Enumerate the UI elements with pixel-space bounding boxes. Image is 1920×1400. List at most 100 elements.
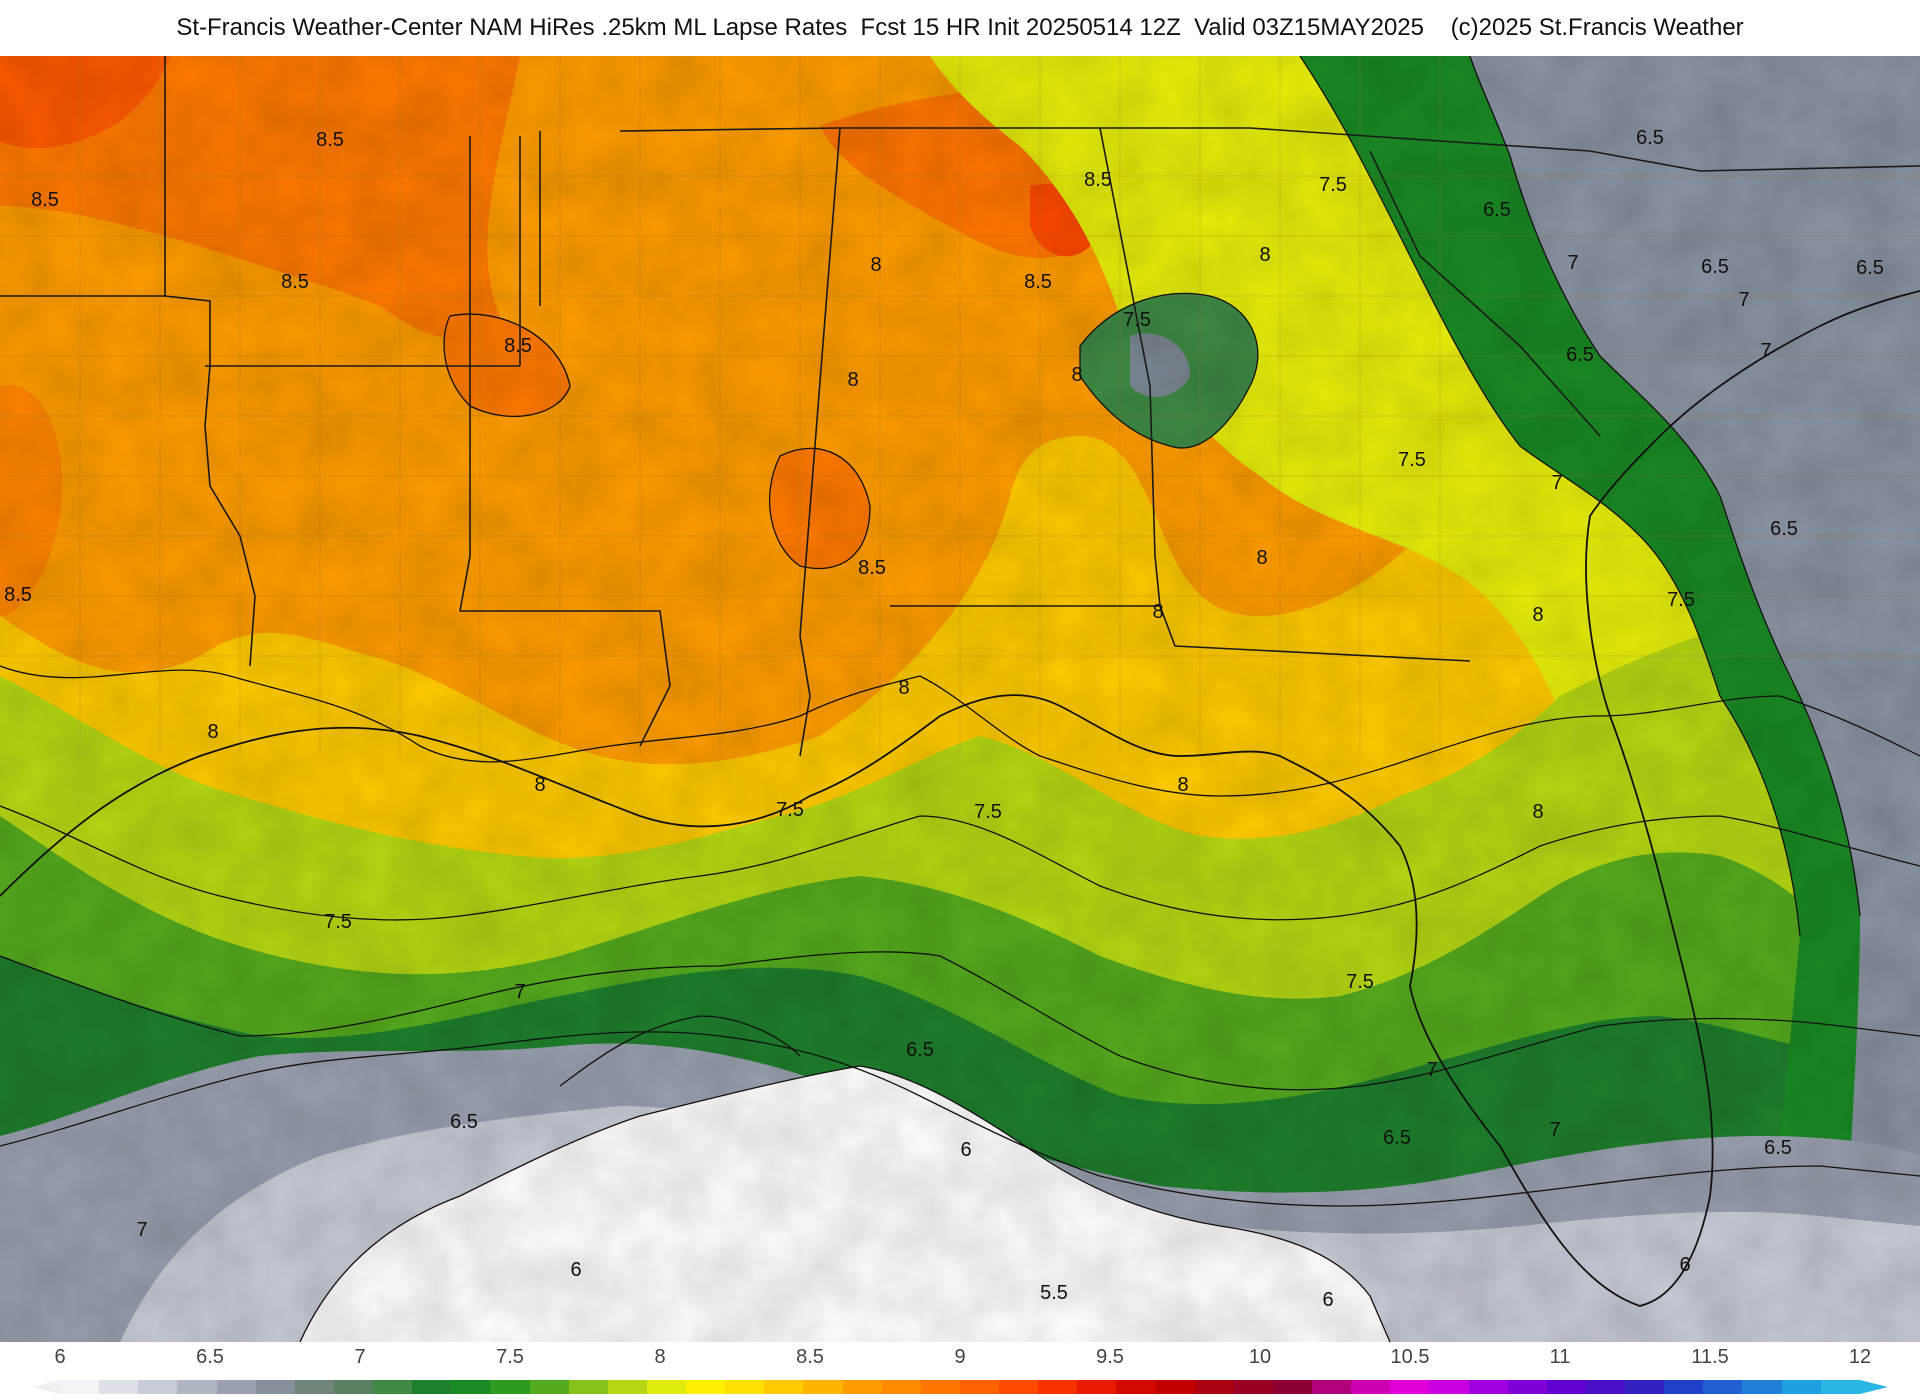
colorbar-swatch: [803, 1380, 843, 1394]
colorbar-swatch: [959, 1380, 999, 1394]
colorbar-swatch: [1312, 1380, 1352, 1394]
contour-label: 8: [1071, 364, 1082, 386]
contour-label: 8.5: [316, 129, 344, 151]
contour-label: 7: [1738, 289, 1749, 311]
contour-label: 8: [1532, 604, 1543, 626]
contour-label: 8.5: [858, 557, 886, 579]
county-lines: [0, 56, 1920, 756]
contour-label: 7: [1549, 1119, 1560, 1141]
colorbar-swatch: [1155, 1380, 1195, 1394]
colorbar-swatch: [568, 1380, 608, 1394]
contour-label: 8: [1152, 601, 1163, 623]
contour-label: 7: [1551, 472, 1562, 494]
colorbar-swatch: [177, 1380, 217, 1394]
contour-label: 7.5: [1667, 589, 1695, 611]
colorbar-swatch: [764, 1380, 804, 1394]
contour-label: 8: [898, 677, 909, 699]
contour-label: 7: [1567, 252, 1578, 274]
colorbar-swatch: [842, 1380, 882, 1394]
colorbar-swatch: [1233, 1380, 1273, 1394]
colorbar-tick-label: 10: [1248, 1346, 1272, 1368]
colorbar-left-arrow: [32, 1380, 60, 1394]
contour-label: 8: [847, 369, 858, 391]
colorbar-tick-label: 8: [654, 1346, 666, 1368]
contour-label: 7: [1426, 1059, 1437, 1081]
colorbar-swatch: [920, 1380, 960, 1394]
contour-label: 7.5: [1123, 309, 1151, 331]
contour-label: 6.5: [1770, 518, 1798, 540]
colorbar-swatch: [646, 1380, 686, 1394]
contour-lines: [0, 56, 1920, 1342]
contour-label: 7.5: [1346, 971, 1374, 993]
colorbar-swatch: [1429, 1380, 1469, 1394]
contour-label: 7.5: [974, 801, 1002, 823]
contour-labels: 8.5 8.5 8.5 8.5 8.5 8.5 8.5 8.5 8 8 8 8 8 8 8 8 8 8 8 8 7.5 7…: [4, 127, 1884, 1311]
contour-label: 8.5: [281, 271, 309, 293]
colorbar-tick-label: 9: [954, 1346, 966, 1368]
contour-70: [0, 951, 1920, 1091]
colorbar-swatch: [1507, 1380, 1547, 1394]
colorbar-swatch: [255, 1380, 295, 1394]
contour-85-central: [559, 1015, 801, 1087]
colorbar-swatch: [881, 1380, 921, 1394]
colorbar-swatch: [1820, 1380, 1860, 1394]
colorbar-tick-label: 9.5: [1096, 1346, 1124, 1368]
colorbar-swatch: [1585, 1380, 1625, 1394]
colorbar-swatch: [1077, 1380, 1117, 1394]
contour-label: 6.5: [1764, 1137, 1792, 1159]
contour-label: 7.5: [1319, 174, 1347, 196]
contour-east-70: [1299, 56, 1801, 937]
contour-label: 7: [514, 981, 525, 1003]
contour-label: 8.5: [1024, 271, 1052, 293]
contour-label: 7: [1760, 340, 1771, 362]
contour-label: 8.5: [4, 584, 32, 606]
colorbar-swatch: [373, 1380, 413, 1394]
contour-label: 7.5: [776, 799, 804, 821]
contour-label: 8.5: [1084, 169, 1112, 191]
contour-label: 6: [1679, 1254, 1690, 1276]
colorbar-swatch: [529, 1380, 569, 1394]
contour-label: 6.5: [1636, 127, 1664, 149]
contour-60: [299, 1065, 1391, 1342]
contour-label: 6: [960, 1139, 971, 1161]
colorbar-tick-label: 12: [1848, 1346, 1872, 1368]
coastline: [0, 290, 1920, 1307]
colorbar-swatch: [1781, 1380, 1821, 1394]
colorbar-swatch: [1625, 1380, 1665, 1394]
colorbar-swatch: [999, 1380, 1039, 1394]
contour-label: 6: [570, 1259, 581, 1281]
colorbar-tick-label: 7: [354, 1346, 366, 1368]
state-borders: [0, 56, 1920, 757]
colorbar-swatch: [1390, 1380, 1430, 1394]
colorbar-swatch: [333, 1380, 373, 1394]
contour-label: 8: [534, 774, 545, 796]
colorbar-swatch: [1038, 1380, 1078, 1394]
colorbar-swatch: [138, 1380, 178, 1394]
colorbar-swatch: [1664, 1380, 1704, 1394]
colorbar-swatch: [725, 1380, 765, 1394]
colorbar-tick-label: 6: [54, 1346, 66, 1368]
colorbar-right-arrow: [1860, 1380, 1888, 1394]
contour-75: [0, 805, 1920, 921]
field-texture: [0, 56, 1920, 1342]
colorbar-swatch: [1742, 1380, 1782, 1394]
colorbar-swatch: [1546, 1380, 1586, 1394]
contour-label: 8: [1259, 244, 1270, 266]
weather-map: 8.5 8.5 8.5 8.5 8.5 8.5 8.5 8.5 8 8 8 8 8 8 8 8 8 8 8 8 7.5 7…: [0, 56, 1920, 1344]
contour-label: 8: [870, 254, 881, 276]
contour-label: 6.5: [450, 1111, 478, 1133]
colorbar-tick-label: 8.5: [796, 1346, 824, 1368]
colorbar-swatch: [294, 1380, 334, 1394]
contour-label: 8.5: [504, 335, 532, 357]
contour-label: 8: [1532, 801, 1543, 823]
colorbar-swatch: [1272, 1380, 1312, 1394]
contour-label: 5.5: [1040, 1282, 1068, 1304]
colorbar-swatch: [1116, 1380, 1156, 1394]
contour-label: 6.5: [906, 1039, 934, 1061]
contour-label: 8: [1256, 547, 1267, 569]
contour-85-ark: [443, 313, 571, 418]
contour-label: 6.5: [1383, 1127, 1411, 1149]
contour-label: 8: [207, 721, 218, 743]
colorbar-swatch: [99, 1380, 139, 1394]
contour-label: 6.5: [1856, 257, 1884, 279]
